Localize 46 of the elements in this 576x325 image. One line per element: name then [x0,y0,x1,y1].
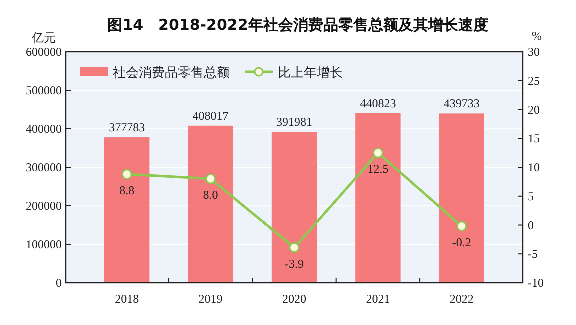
y-tick-label: 0 [56,276,62,290]
data-label: 439733 [444,96,480,111]
y2-tick-label: 0 [528,218,534,232]
x-tick-label: 2022 [450,292,474,306]
x-tick-label: 2020 [282,292,306,306]
y2-tick-label: 15 [528,132,540,146]
y-tick-label: 600000 [26,45,62,59]
y-tick-label: 300000 [26,160,62,174]
chart-title: 图14 2018-2022年社会消费品零售总额及其增长速度 [108,16,488,34]
data-label: -0.2 [452,235,472,250]
y2-tick-label: -5 [528,247,538,262]
point [206,174,216,184]
legend-label: 比上年增长 [278,66,343,81]
data-label: -3.9 [285,256,304,271]
bar [188,126,234,283]
point [372,148,384,158]
data-label: 391981 [276,115,312,130]
y2-tick-label: 20 [528,102,540,117]
bar [104,138,150,283]
point [456,221,468,232]
x-tick-label: 2019 [198,292,223,306]
bar [356,113,401,283]
y-tick-label: 500000 [26,84,62,98]
x-tick-label: 2021 [366,292,390,306]
y2-tick-label: 10 [528,160,540,174]
data-label: 12.5 [368,162,389,176]
bar [272,132,318,283]
data-label: 8.8 [120,183,135,198]
y-tick-label: 400000 [26,122,62,136]
data-label: 440823 [360,96,396,110]
point [122,169,132,180]
y2-tick-label: 30 [528,45,540,59]
y-axis-title: 亿元 [31,31,56,45]
y2-axis-title: % [532,29,542,43]
y2-tick-label: 5 [528,189,534,204]
data-label: 8.0 [203,188,218,202]
y2-tick-label: -10 [528,276,544,290]
data-label: 408017 [192,108,229,123]
bar [439,114,484,283]
data-label: 377783 [109,120,146,135]
y-tick-label: 100000 [26,238,62,252]
point [289,242,300,254]
legend-label: 社会消费品零售总额 [113,66,230,81]
y-tick-label: 200000 [26,199,62,213]
y2-tick-label: 25 [528,74,540,88]
x-tick-label: 2018 [115,292,140,306]
